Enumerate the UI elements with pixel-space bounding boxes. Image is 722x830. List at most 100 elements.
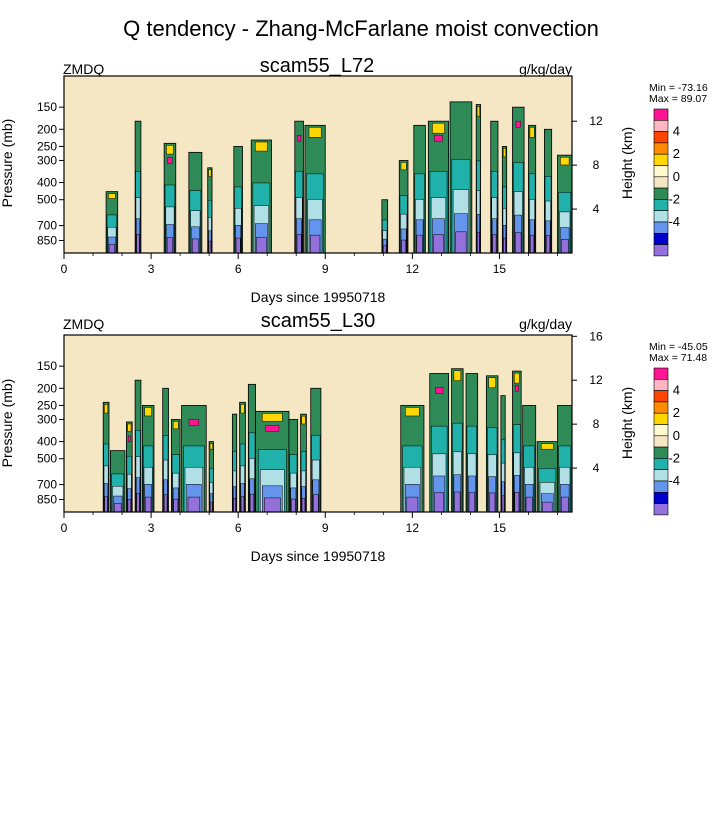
colorbar-label: 2 [673,146,680,161]
y-ticks-right: 4 8 12 16 [572,329,603,475]
convective-event [400,405,425,513]
y-tick-label: 850 [37,493,57,507]
y-ticks-right: 4 8 12 [572,114,603,216]
min-label: Min = -45.05 [649,341,708,353]
min-label: Min = -73.16 [649,82,708,94]
colorbar-swatch [653,199,669,211]
x-tick-label: 12 [406,521,420,535]
colorbar-swatch [653,491,669,504]
y-tick-label: 250 [37,398,57,412]
x-ticks: 0 3 6 9 12 15 [61,512,558,535]
colorbar-swatch [653,233,669,245]
x-axis-label: Days since 19950718 [251,548,386,564]
x-tick-label: 3 [148,262,155,276]
colorbar-label: -2 [668,450,680,465]
convective-event [449,101,473,254]
convective-event [429,373,450,513]
x-tick-label: 6 [235,262,242,276]
units-label: g/kg/day [519,316,572,332]
x-tick-label: 15 [493,262,507,276]
y-right-tick-label: 4 [593,202,600,216]
contour-field [102,368,573,513]
colorbar-swatch [653,153,669,166]
convective-event [141,405,155,513]
convective-event [500,395,506,513]
convective-event [475,104,481,254]
y-tick-label: 300 [37,153,57,167]
convective-event [427,120,450,254]
y-tick-label: 500 [37,193,57,207]
units-label: g/kg/day [519,61,572,77]
convective-event [512,370,522,513]
colorbar-label: -4 [668,214,680,229]
convective-event [233,146,243,254]
y-tick-label: 850 [37,234,57,248]
convective-event [126,421,133,513]
convective-event [208,441,214,513]
convective-event [413,124,426,254]
colorbar-label: 2 [673,405,680,420]
y-tick-label: 400 [37,176,57,190]
convective-event [501,146,508,254]
convective-event [490,120,499,254]
y-right-tick-label: 8 [593,158,600,172]
colorbar-label: 4 [673,383,680,398]
convective-event [300,413,307,513]
convective-event [162,387,169,513]
max-label: Max = 89.07 [649,93,707,105]
colorbar-swatch [653,480,669,493]
colorbar-swatch [653,176,669,189]
colorbar-swatch [653,142,669,155]
convective-event [134,120,142,254]
colorbar-swatch [653,435,669,448]
x-tick-label: 15 [493,521,507,535]
convective-event [247,383,256,513]
y-tick-label: 700 [37,478,57,492]
y-tick-label: 250 [37,139,57,153]
y-tick-label: 200 [37,122,57,136]
convective-event [231,413,238,513]
convective-event [544,128,553,254]
x-tick-label: 3 [148,521,155,535]
convective-event [522,405,537,513]
variable-label: ZMDQ [63,61,104,77]
x-tick-label: 6 [235,521,242,535]
colorbar-swatch [653,210,669,223]
colorbar-swatch [653,503,669,516]
colorbar-swatch [653,131,669,144]
convective-event [188,151,203,254]
colorbar-swatch [653,446,669,459]
colorbar-swatch [653,412,669,425]
colorbar-swatch [653,458,669,470]
y-axis-label: Pressure (mb) [0,119,15,208]
y-tick-label: 400 [37,435,57,449]
colorbar-label: -2 [668,191,680,206]
convective-event [310,387,322,513]
colorbar-swatch [653,108,669,121]
convective-event [163,142,177,254]
convective-event [250,139,272,254]
colorbar-swatch [653,469,669,482]
colorbar-swatch [653,165,669,178]
panel-title: scam55_L30 [261,310,376,332]
x-tick-label: 0 [61,262,68,276]
colorbar-label: 0 [673,169,680,184]
y-axis-label-right: Height (km) [619,127,635,199]
colorbar-swatch [653,390,669,403]
y-tick-label: 300 [37,412,57,426]
convective-event [181,405,207,513]
convective-event [557,154,573,254]
convective-event [239,401,246,513]
plot-frame [63,75,573,254]
panel-title: scam55_L72 [260,55,375,77]
colorbar-swatch [653,401,669,414]
convective-event [255,410,290,513]
convective-event [485,375,499,513]
y-right-tick-label: 8 [593,417,600,431]
convective-event [528,124,537,254]
convective-event [465,373,479,513]
max-label: Max = 71.48 [649,352,707,364]
colorbar-swatch [653,120,669,132]
